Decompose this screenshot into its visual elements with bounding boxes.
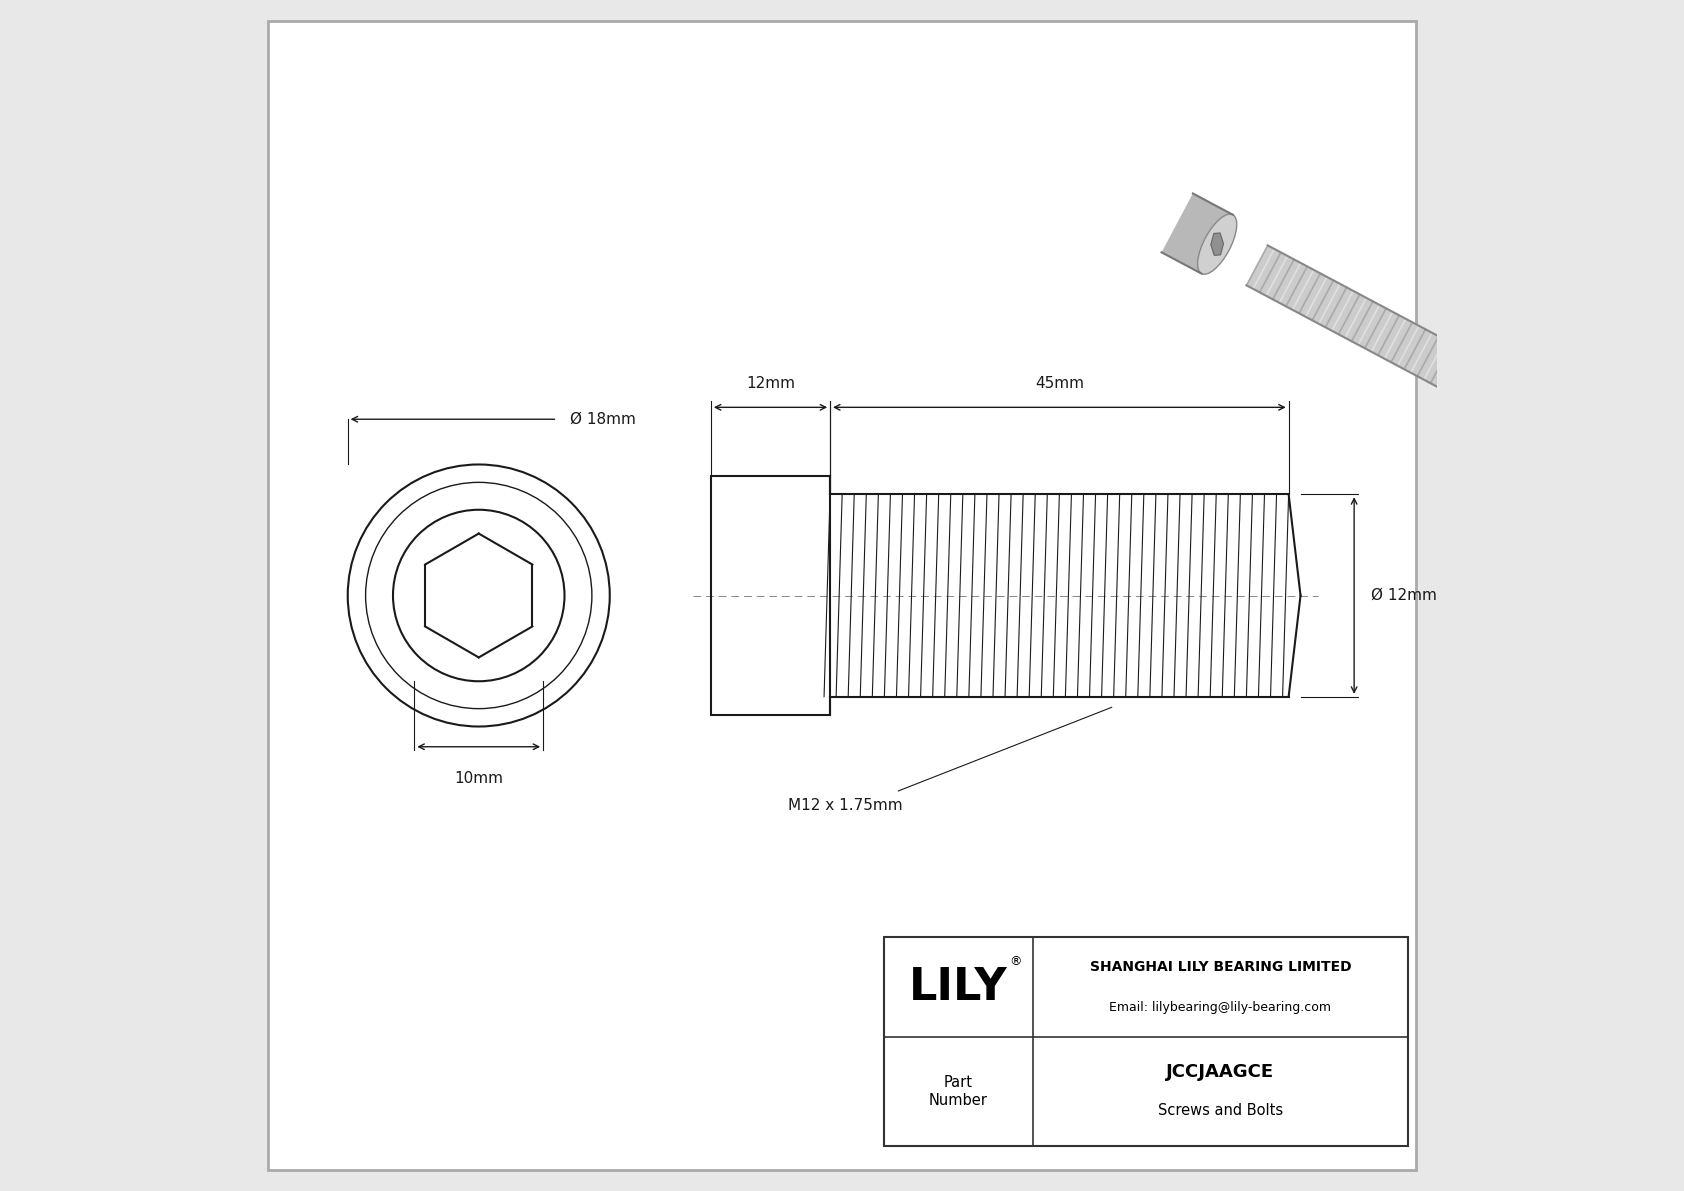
Text: Part
Number: Part Number <box>930 1075 989 1108</box>
Text: 12mm: 12mm <box>746 375 795 391</box>
Text: JCCJAAGCE: JCCJAAGCE <box>1167 1064 1275 1081</box>
Text: SHANGHAI LILY BEARING LIMITED: SHANGHAI LILY BEARING LIMITED <box>1090 960 1351 974</box>
Text: 10mm: 10mm <box>455 771 504 786</box>
Text: Ø 18mm: Ø 18mm <box>571 412 637 426</box>
Text: 45mm: 45mm <box>1036 375 1084 391</box>
Text: ®: ® <box>1009 955 1022 967</box>
Polygon shape <box>1162 193 1233 274</box>
Text: Screws and Bolts: Screws and Bolts <box>1159 1103 1283 1118</box>
Polygon shape <box>1211 233 1224 255</box>
Bar <box>711 476 830 715</box>
Text: M12 x 1.75mm: M12 x 1.75mm <box>788 798 903 813</box>
Polygon shape <box>1246 245 1479 398</box>
Text: Ø 12mm: Ø 12mm <box>1371 588 1436 603</box>
Bar <box>884 937 1408 1146</box>
Text: Email: lilybearing@lily-bearing.com: Email: lilybearing@lily-bearing.com <box>1110 1002 1332 1014</box>
Text: LILY: LILY <box>909 966 1007 1009</box>
Ellipse shape <box>1197 214 1236 274</box>
